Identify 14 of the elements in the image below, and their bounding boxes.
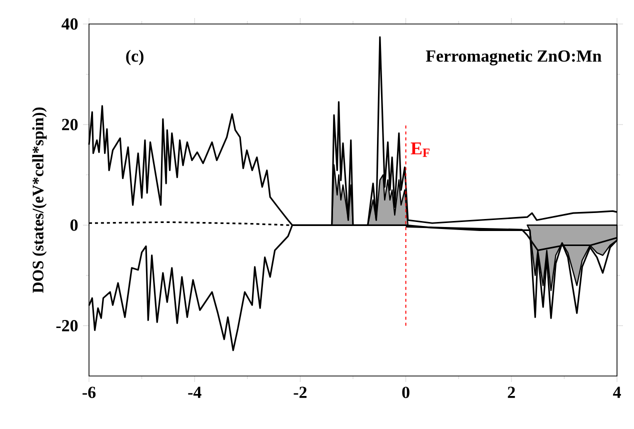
y-tick-label: 0 xyxy=(70,219,78,231)
x-tick-label: 0 xyxy=(402,386,410,398)
annotation: Ferromagnetic ZnO:Mn xyxy=(426,50,602,66)
x-tick-label: -4 xyxy=(188,386,202,398)
x-tick-label: -2 xyxy=(294,386,307,398)
x-tick-label: 2 xyxy=(508,386,515,398)
annotation: (c) xyxy=(126,50,144,66)
x-tick-label: -6 xyxy=(82,386,96,398)
y-axis-title: DOS (states/(eV*cell*spin)) xyxy=(32,108,47,293)
y-tick-label: 40 xyxy=(62,18,78,30)
x-tick-label: 4 xyxy=(613,386,621,398)
y-tick-label: 20 xyxy=(62,118,78,130)
y-tick-label: -20 xyxy=(56,320,78,332)
ref-line-label: E$_{F}$ xyxy=(410,142,430,157)
